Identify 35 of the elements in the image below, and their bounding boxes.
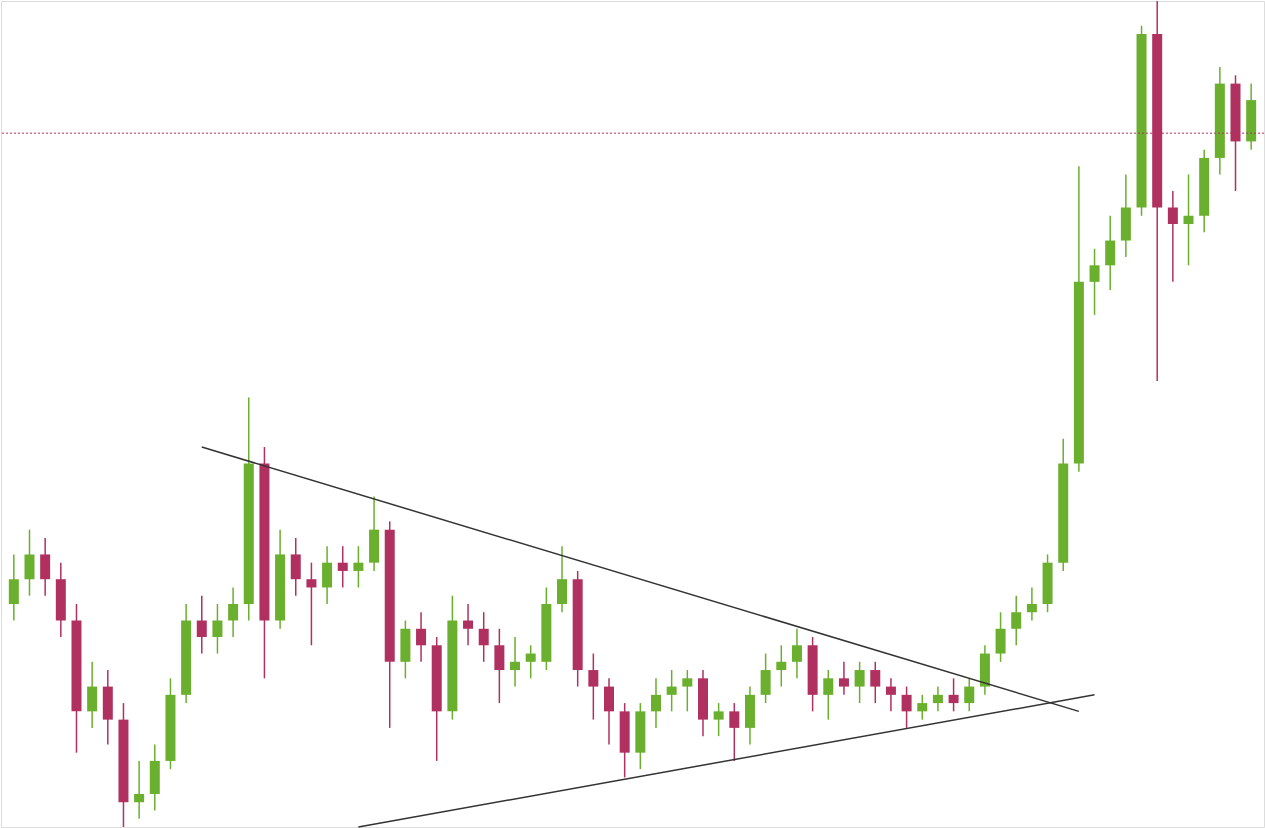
- candlestick: [901, 685, 912, 729]
- candlestick: [478, 611, 489, 663]
- candlestick: [948, 677, 959, 713]
- candlestick: [682, 669, 693, 713]
- candlestick: [729, 702, 740, 762]
- candlestick: [838, 661, 849, 696]
- candlestick: [666, 669, 677, 713]
- candlestick: [713, 702, 724, 737]
- candlestick: [1089, 248, 1100, 316]
- candlestick: [932, 685, 943, 713]
- candlestick: [353, 545, 364, 589]
- candlestick: [337, 545, 348, 589]
- candlestick: [1011, 594, 1022, 647]
- candlestick: [791, 628, 802, 680]
- candlestick: [1026, 586, 1037, 622]
- candlestick: [228, 586, 239, 638]
- candlestick: [134, 760, 145, 820]
- candlestick: [885, 677, 896, 713]
- candlestick: [306, 561, 317, 647]
- candlestick: [854, 661, 865, 704]
- candlestick: [870, 661, 881, 704]
- candlestick: [510, 636, 521, 688]
- candlestick: [1183, 173, 1194, 267]
- candlestick: [917, 694, 928, 721]
- candlestick: [588, 652, 599, 721]
- candlestick: [823, 669, 834, 721]
- candlestick: [776, 644, 787, 688]
- candlestick: [650, 677, 661, 729]
- candlestick: [196, 594, 207, 655]
- candlestick: [463, 603, 474, 647]
- candlestick: [212, 603, 223, 655]
- candlestick: [525, 644, 536, 680]
- candlestick: [964, 677, 975, 713]
- candlestick: [416, 611, 427, 663]
- candlestick: [1167, 190, 1178, 283]
